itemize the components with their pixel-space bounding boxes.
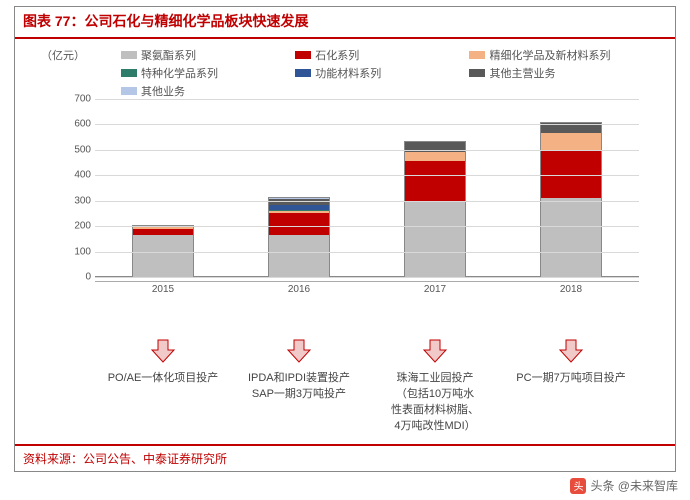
bar-slot: 2017 [367,99,503,277]
grid-line [95,150,639,151]
y-tick-label: 700 [61,94,91,105]
legend-item: 其他业务 [121,83,295,99]
bar-segment [405,201,465,277]
bar-segment [405,161,465,200]
legend-swatch [295,69,311,77]
legend-item: 其他主营业务 [469,65,643,81]
legend-label: 石化系列 [315,47,359,63]
source-footer: 资料来源：公司公告、中泰证券研究所 [15,444,675,471]
legend-swatch [469,51,485,59]
legend-swatch [121,87,137,95]
watermark-text: 头条 @未来智库 [590,477,678,494]
y-axis-label: （亿元） [41,47,85,63]
bar-slot: 2016 [231,99,367,277]
grid-line [95,124,639,125]
annotation-line: PO/AE一体化项目投产 [108,369,219,385]
bar-segment [133,235,193,277]
legend-label: 聚氨酯系列 [141,47,196,63]
annotation: 珠海工业园投产（包括10万吨水性表面材料树脂、4万吨改性MDI） [367,337,503,447]
legend-swatch [469,69,485,77]
chart-frame: 图表 77：公司石化与精细化学品板块快速发展 （亿元） 聚氨酯系列 石化系列 精细化… [14,6,676,472]
legend-label: 功能材料系列 [315,65,381,81]
legend-item: 石化系列 [295,47,469,63]
bar-segment [405,152,465,161]
x-tick-label: 2018 [503,281,639,295]
chart-title: 图表 77：公司石化与精细化学品板块快速发展 [23,11,308,31]
legend-item: 精细化学品及新材料系列 [469,47,643,63]
legend-swatch [121,69,137,77]
watermark: 头 头条 @未来智库 [570,477,678,494]
grid-line [95,252,639,253]
grid-line [95,226,639,227]
annotations-row: PO/AE一体化项目投产IPDA和IPDI装置投产SAP一期3万吨投产珠海工业园… [95,337,639,447]
bar-segment [405,142,465,152]
down-arrow-icon [557,337,585,365]
legend-swatch [121,51,137,59]
down-arrow-icon [285,337,313,365]
grid-line [95,201,639,202]
bar-slot: 2015 [95,99,231,277]
annotation-line: 性表面材料树脂、 [391,401,479,417]
stacked-bar [404,141,466,277]
legend-label: 其他主营业务 [489,65,555,81]
stacked-bar [540,122,602,277]
plot-region: 2015201620172018 0100200300400500600700 [95,99,639,277]
grid-line [95,99,639,100]
bars-container: 2015201620172018 [95,99,639,277]
down-arrow-icon [421,337,449,365]
bar-segment [541,198,601,277]
annotation: IPDA和IPDI装置投产SAP一期3万吨投产 [231,337,367,447]
annotation-line: IPDA和IPDI装置投产 [248,369,350,385]
legend-item: 特种化学品系列 [121,65,295,81]
bar-segment [269,213,329,235]
annotation-line: SAP一期3万吨投产 [252,385,346,401]
legend: 聚氨酯系列 石化系列 精细化学品及新材料系列特种化学品系列 功能材料系列 其他主营业务其… [121,47,649,99]
annotation-line: （包括10万吨水 [396,385,474,401]
chart-area: （亿元） 聚氨酯系列石化系列精细化学品及新材料系列特种化学品系列功能材料系列其他… [41,47,649,297]
annotation-line: PC一期7万吨项目投产 [516,369,625,385]
grid-line [95,277,639,278]
legend-swatch [295,51,311,59]
title-row: 图表 77：公司石化与精细化学品板块快速发展 [15,7,675,39]
legend-item: 聚氨酯系列 [121,47,295,63]
legend-label: 精细化学品及新材料系列 [489,47,610,63]
down-arrow-icon [149,337,177,365]
bar-segment [269,235,329,277]
annotation-line: 珠海工业园投产 [397,369,474,385]
y-tick-label: 100 [61,246,91,257]
x-tick-label: 2017 [367,281,503,295]
legend-label: 其他业务 [141,83,185,99]
y-tick-label: 300 [61,195,91,206]
y-tick-label: 600 [61,119,91,130]
annotation-line: 4万吨改性MDI） [394,417,475,433]
grid-line [95,175,639,176]
y-tick-label: 500 [61,144,91,155]
y-tick-label: 200 [61,221,91,232]
annotation: PC一期7万吨项目投产 [503,337,639,447]
x-tick-label: 2015 [95,281,231,295]
legend-item: 功能材料系列 [295,65,469,81]
legend-label: 特种化学品系列 [141,65,218,81]
bar-segment [541,133,601,150]
annotation: PO/AE一体化项目投产 [95,337,231,447]
bar-segment [541,150,601,198]
watermark-icon: 头 [570,478,586,494]
bar-slot: 2018 [503,99,639,277]
y-tick-label: 400 [61,170,91,181]
stacked-bar [268,197,330,277]
x-tick-label: 2016 [231,281,367,295]
y-tick-label: 0 [61,272,91,283]
